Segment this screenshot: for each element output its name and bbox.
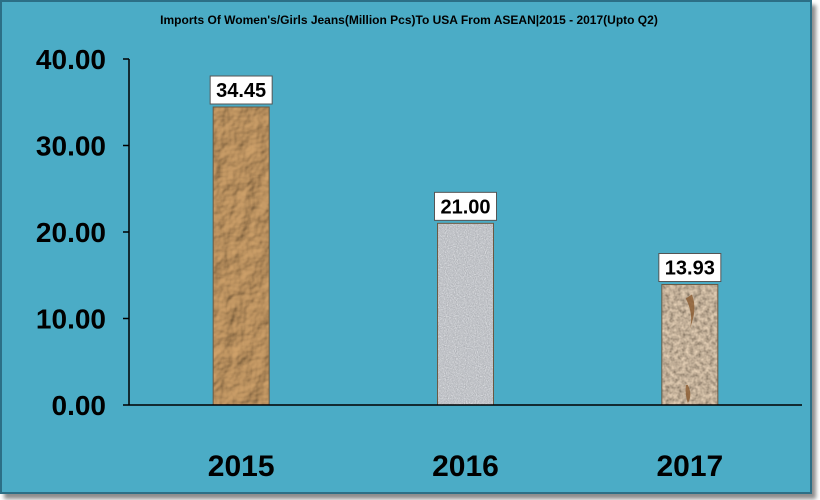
y-tick-label: 10.00	[36, 304, 106, 335]
data-label-box	[434, 191, 497, 221]
fossil-mark	[685, 385, 691, 403]
data-label: 21.00	[440, 196, 490, 218]
data-label: 13.93	[665, 258, 715, 280]
bars-group: 34.45 21.00 13.93	[209, 75, 722, 406]
x-tick-label: 2017	[656, 450, 723, 483]
y-tick-label: 0.00	[52, 390, 107, 421]
chart-title: Imports Of Women's/Girls Jeans(Million P…	[160, 13, 658, 27]
data-label-box	[658, 253, 722, 283]
x-tick-label: 2016	[432, 450, 499, 483]
data-label: 34.45	[216, 80, 266, 102]
bar-texture	[213, 107, 270, 405]
fossil-mark	[685, 294, 695, 329]
x-axis-ticks: 2015 2016 2017	[208, 450, 723, 483]
y-tick-label: 40.00	[36, 44, 106, 75]
y-tick-label: 30.00	[36, 131, 106, 162]
y-tick-label: 20.00	[36, 217, 106, 248]
bar-chart: Imports Of Women's/Girls Jeans(Million P…	[36, 13, 802, 483]
y-axis-ticks: 0.00 10.00 20.00 30.00 40.00	[36, 44, 129, 421]
data-label-box	[209, 75, 273, 105]
chart-frame: Imports Of Women's/Girls Jeans(Million P…	[0, 0, 812, 494]
bar-texture	[437, 223, 494, 405]
x-tick-label: 2015	[208, 450, 275, 483]
